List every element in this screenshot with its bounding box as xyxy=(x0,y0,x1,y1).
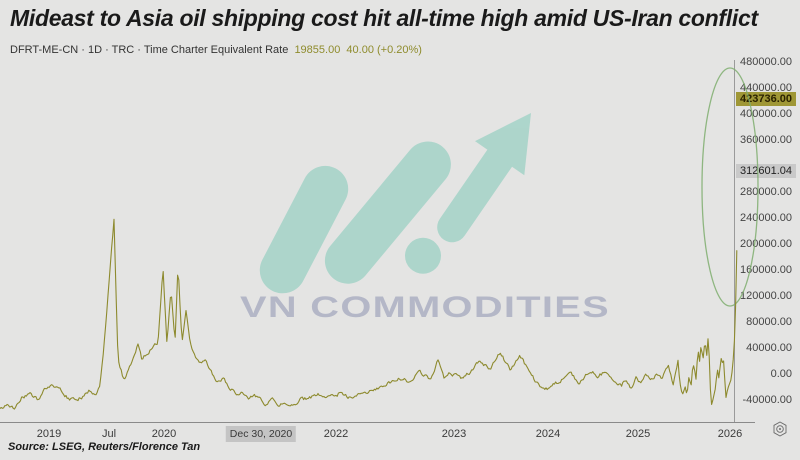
svg-text:VN COMMODITIES: VN COMMODITIES xyxy=(240,291,610,324)
